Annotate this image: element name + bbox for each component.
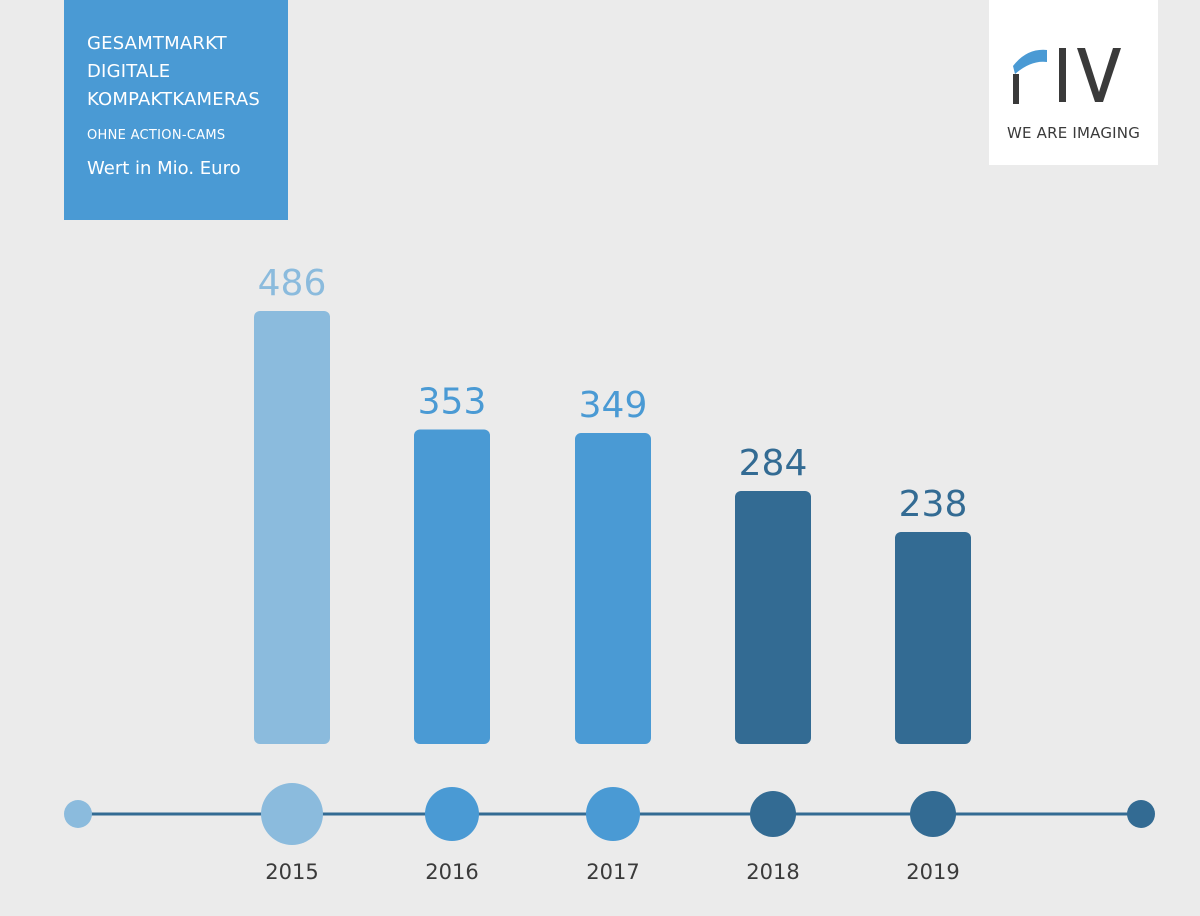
data-label-2017: 349	[579, 385, 648, 426]
chart-unit: Wert in Mio. Euro	[87, 158, 241, 179]
logo-v	[1077, 48, 1121, 102]
timeline-dot-2019	[910, 791, 956, 837]
x-tick-label-2018: 2018	[746, 860, 799, 884]
logo-i-bar	[1059, 48, 1066, 102]
timeline-dot-2015	[261, 783, 323, 845]
logo-p-stem	[1013, 74, 1019, 104]
chart-title-line-2: DIGITALE	[87, 61, 171, 82]
timeline-start-dot	[64, 800, 92, 828]
timeline-dot-2017	[586, 787, 640, 841]
x-tick-label-2016: 2016	[425, 860, 478, 884]
timeline-dot-2016	[425, 787, 479, 841]
logo-tagline: WE ARE IMAGING	[1006, 124, 1141, 142]
chart-title-line-3: KOMPAKTKAMERAS	[87, 89, 260, 110]
timeline-dot-2018	[750, 791, 796, 837]
bar-2017	[575, 433, 651, 744]
chart-title-box: GESAMTMARKT DIGITALE KOMPAKTKAMERAS OHNE…	[64, 0, 288, 220]
bars-group: 486 353 349 284 238	[254, 263, 971, 744]
data-label-2018: 284	[739, 443, 808, 484]
bar-2016	[414, 429, 490, 744]
piv-logo: WE ARE IMAGING	[989, 0, 1158, 165]
timeline-end-dot	[1127, 800, 1155, 828]
timeline-group: 2015 2016 2017 2018 2019	[64, 783, 1155, 884]
bar-2019	[895, 531, 971, 744]
x-tick-label-2019: 2019	[906, 860, 959, 884]
bar-2015	[254, 311, 330, 744]
data-label-2016: 353	[418, 381, 487, 422]
x-tick-label-2017: 2017	[586, 860, 639, 884]
data-label-2019: 238	[899, 484, 968, 525]
x-tick-label-2015: 2015	[265, 860, 318, 884]
chart-subtitle: OHNE ACTION-CAMS	[87, 128, 226, 143]
bar-2018	[735, 490, 811, 744]
logo-p-arc	[1013, 49, 1047, 74]
chart-title-line-1: GESAMTMARKT	[87, 33, 227, 54]
piv-logo-mark	[1013, 48, 1121, 104]
data-label-2015: 486	[258, 263, 327, 304]
